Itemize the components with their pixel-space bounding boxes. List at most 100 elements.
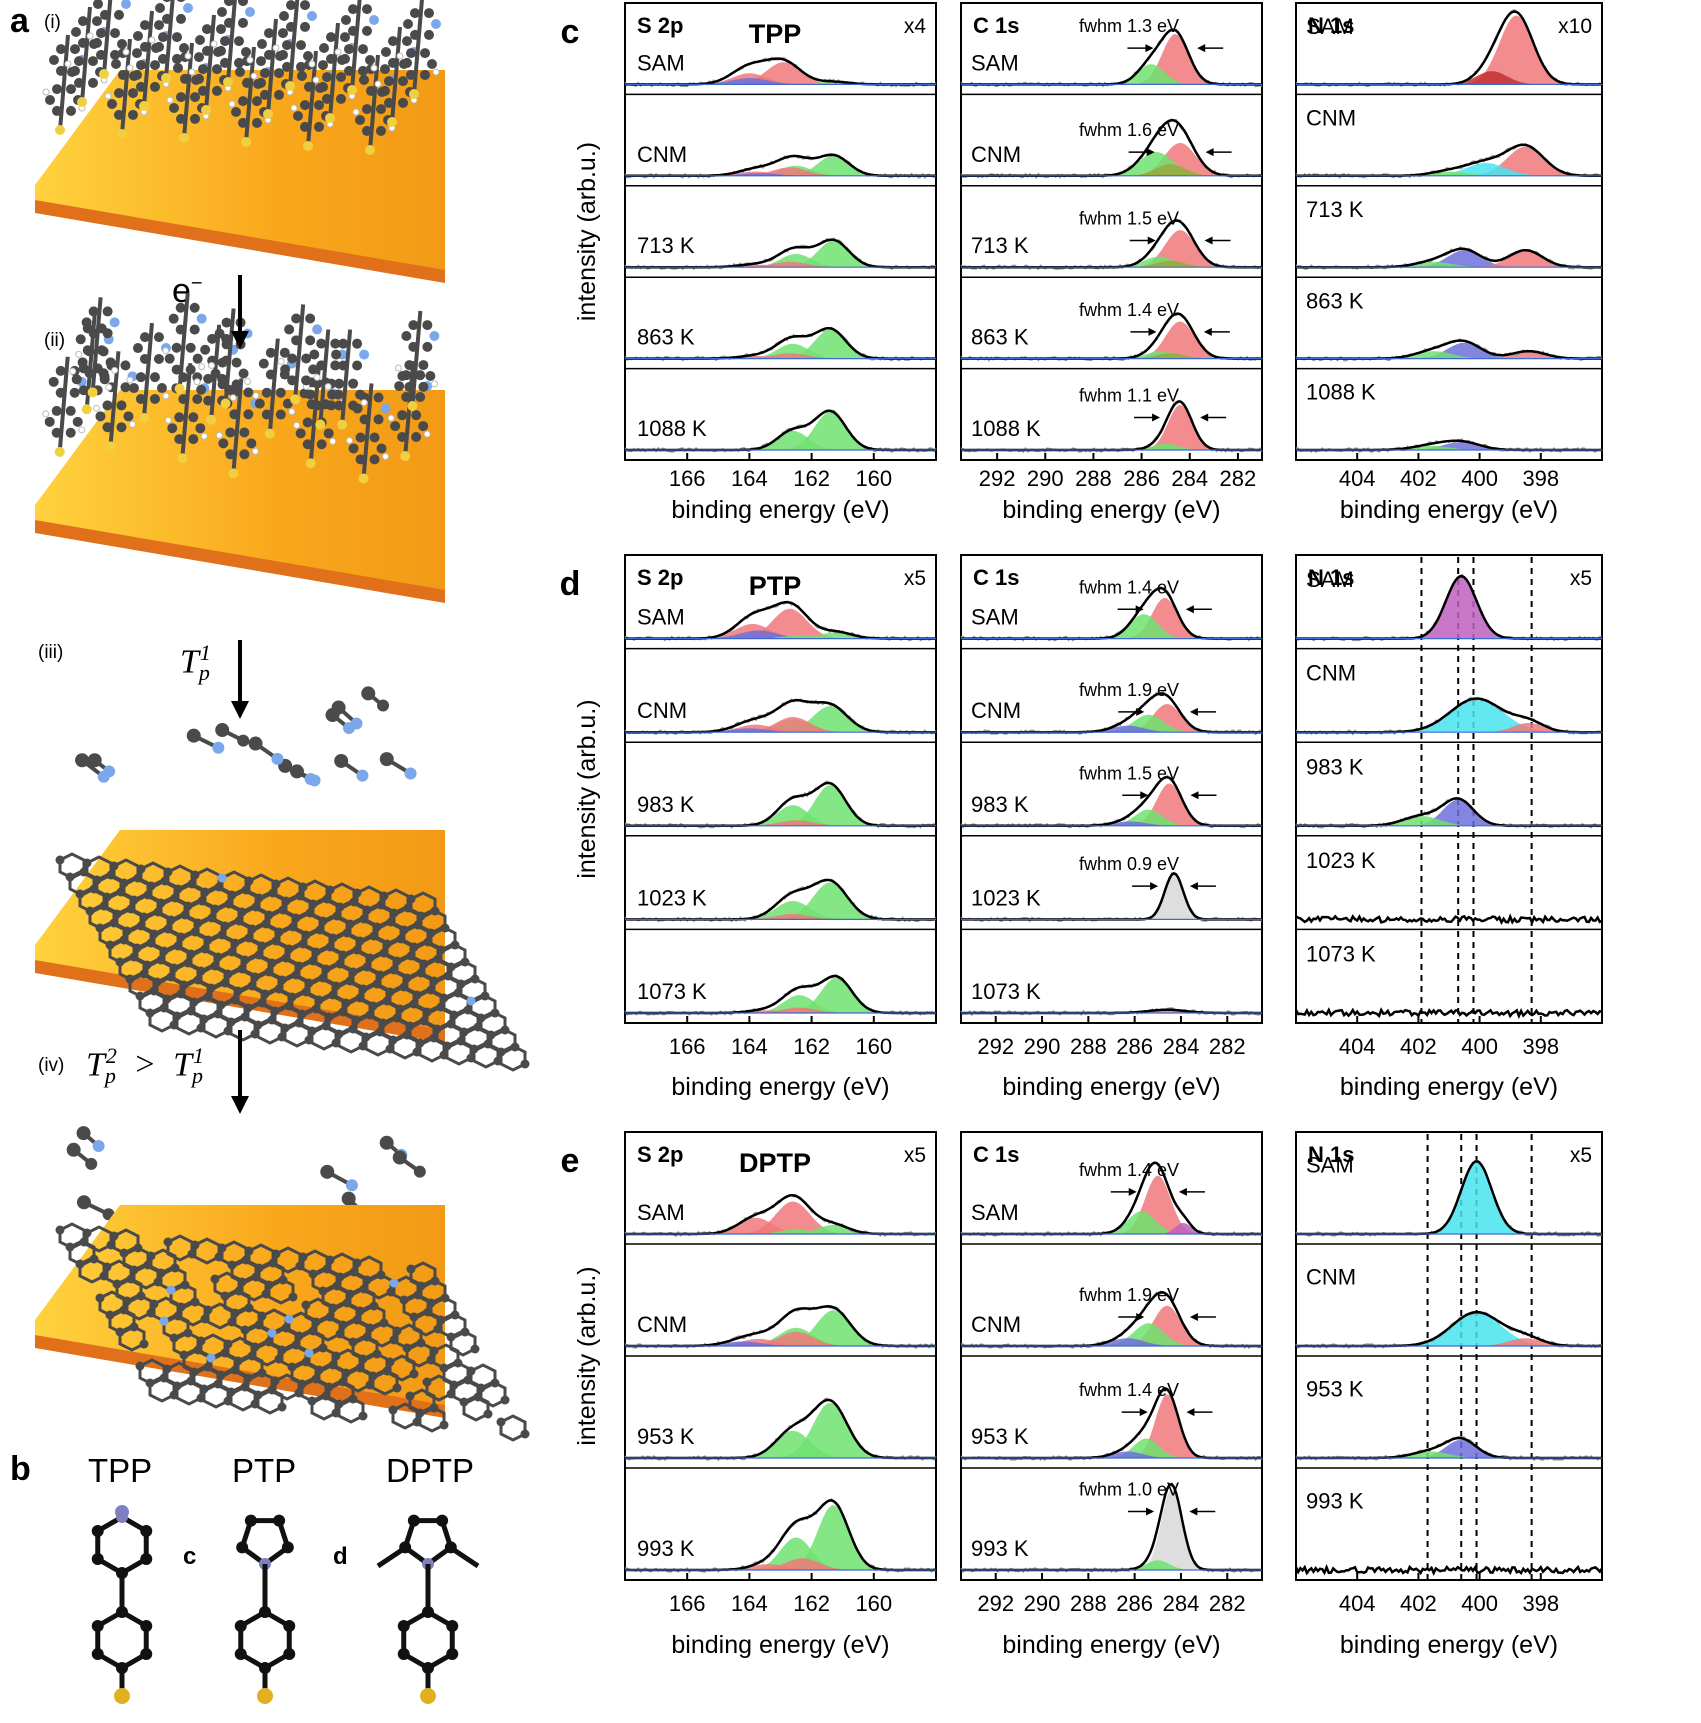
x-tick-label: 288 [1070, 1591, 1107, 1616]
graphene-atom [358, 1411, 368, 1421]
molecule-dptp [376, 1511, 480, 1714]
graphene-atom [392, 956, 402, 966]
carbon-atom [425, 370, 436, 381]
graphene-atom [422, 1007, 432, 1017]
hydrogen-atom [313, 373, 321, 381]
graphene-atom [159, 946, 169, 956]
carbon-atom [189, 324, 200, 335]
graphene-atom [379, 891, 389, 901]
component-peak [1296, 146, 1602, 176]
spectrum-label: CNM [637, 142, 687, 167]
molecule-tpp [78, 1505, 166, 1714]
carbon-atom [256, 56, 266, 67]
graphene-atom [217, 873, 227, 883]
fragment-carbon [320, 1164, 335, 1179]
spectrum-863-k: 863 K [624, 325, 937, 362]
hydrogen-atom [464, 1656, 472, 1664]
substrate-top-face [35, 70, 445, 280]
carbon-atom [384, 76, 394, 87]
carbon-atom [91, 1648, 104, 1660]
spectrum-cnm: CNM [624, 1305, 936, 1349]
carbon-atom [102, 306, 113, 317]
fragment-carbon [341, 1191, 356, 1206]
nitrogen-atom [312, 324, 323, 335]
component-peak [961, 1305, 1262, 1346]
spectrum-label: 863 K [637, 325, 695, 350]
molecule-bond [340, 329, 353, 425]
spectrum-983-k: 983 K fwhm 1.5 eV [960, 763, 1263, 829]
hydrogen-atom [308, 60, 316, 68]
component-peak [625, 430, 936, 450]
sulfur-atom [54, 446, 65, 457]
carbon-atom [173, 63, 183, 73]
sulfur-atom [161, 73, 171, 83]
carbon-atom [287, 375, 298, 386]
region-title: S 2p [637, 13, 683, 38]
graphene-atom [469, 1044, 479, 1054]
hydrogen-atom [396, 52, 404, 60]
graphene-atom [244, 1246, 254, 1256]
carbon-atom [304, 81, 314, 92]
carbon-atom [274, 68, 284, 79]
carbon-atom [397, 1620, 410, 1632]
x-tick-label: 162 [793, 466, 830, 491]
carbon-atom [91, 1525, 104, 1537]
component-peak [961, 873, 1262, 920]
component-peak [1296, 250, 1602, 268]
graphene-atom [281, 896, 291, 906]
hydrogen-atom [148, 36, 156, 44]
graphene-atom [270, 1006, 280, 1016]
carbon-atom [235, 67, 245, 77]
graphene-atom [280, 1023, 290, 1033]
carbon-atom [128, 109, 138, 120]
carbon-atom [305, 313, 316, 324]
molecule-bond [80, 6, 92, 103]
sulfur-atom [179, 133, 189, 143]
sulfur-atom [114, 1688, 130, 1704]
component-peak [625, 1338, 936, 1346]
graphene-atom [102, 1262, 112, 1272]
x-axis-label: binding energy (eV) [1340, 496, 1558, 524]
molecule-bond [223, 308, 236, 404]
carbon-atom [175, 302, 186, 313]
graphene-atom [331, 981, 341, 991]
graphene-atom [190, 870, 200, 880]
carbon-atom [296, 61, 306, 72]
spectrum-label: CNM [971, 1312, 1021, 1337]
hydrogen-atom [250, 72, 258, 80]
carbon-atom [402, 36, 412, 47]
fwhm-arrowhead-left [1148, 327, 1157, 336]
sulfur-atom [117, 129, 127, 139]
carbon-atom [336, 72, 346, 83]
spectrum-993-k: 993 K [1294, 1488, 1604, 1576]
chart-d-s-2p: 166 164 162 160 binding energy (eV) intensity… [560, 554, 937, 1101]
fwhm-arrowhead-left [1136, 707, 1145, 716]
fragment-carbon [186, 728, 201, 743]
graphene-atom [162, 1364, 172, 1374]
molecule-bond [141, 322, 154, 419]
molecule-ptp [221, 1511, 309, 1714]
graphene-atom [216, 1000, 226, 1010]
carbon-atom [260, 68, 270, 79]
substrate-slab-2 [35, 390, 445, 603]
scale-factor: x5 [904, 567, 926, 590]
graphene-atom [345, 919, 355, 929]
chart-c-n-1s: 404 402 400 398 binding energy (eV) N 1s x10 SA… [1295, 2, 1603, 524]
graphene-atom [169, 963, 179, 973]
carbon-atom [282, 61, 292, 72]
scale-factor: x5 [904, 1144, 926, 1167]
x-axis-label: binding energy (eV) [671, 496, 889, 524]
carbon-atom [408, 341, 419, 352]
panel-label: c [561, 13, 580, 51]
graphene-atom [382, 939, 392, 949]
carbon-atom [56, 44, 66, 55]
hydrogen-atom [78, 1621, 86, 1629]
fwhm-arrowhead-right [1178, 1187, 1187, 1196]
chart-c-s-2p: 166 164 162 160 binding energy (eV) intensity… [561, 2, 937, 524]
carbon-atom [52, 105, 62, 116]
carbon-atom [72, 416, 83, 427]
carbon-atom [415, 370, 426, 381]
sulfur-atom [285, 81, 295, 91]
component-peak [1296, 250, 1602, 268]
carbon-atom [56, 65, 66, 76]
